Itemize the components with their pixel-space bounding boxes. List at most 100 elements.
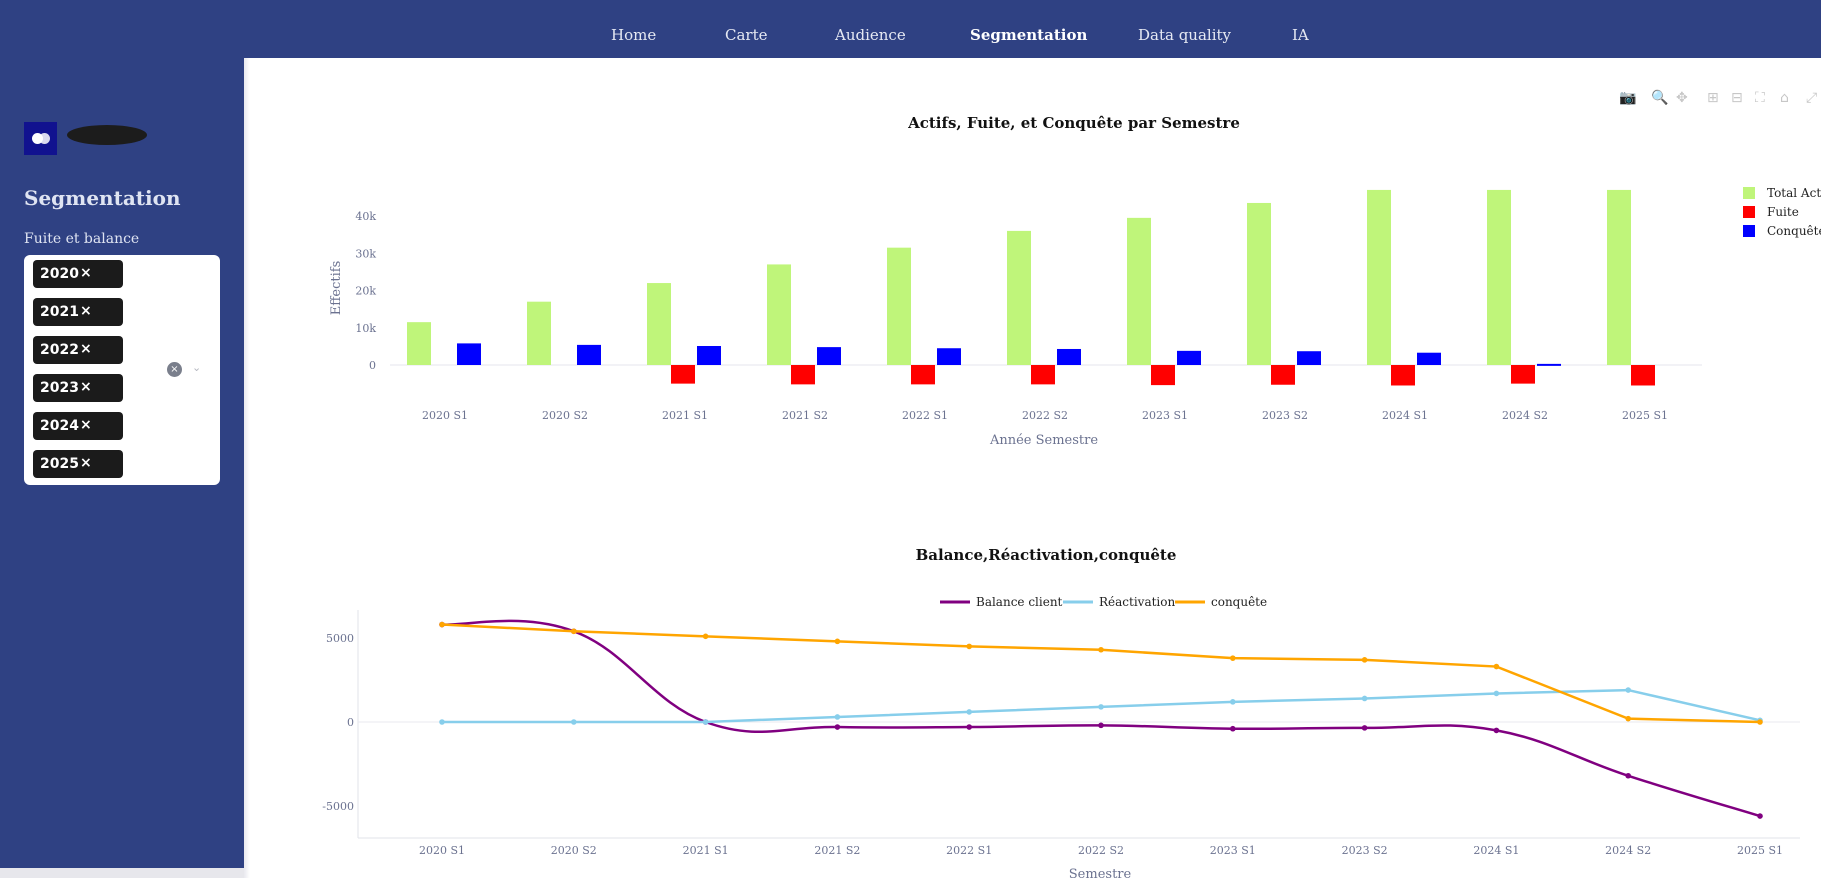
bar-total-actif (767, 264, 791, 365)
bar-total-actif (1367, 189, 1391, 365)
year-chip: 2022 × (33, 336, 123, 364)
bar-total-actif (527, 301, 551, 365)
nav-carte[interactable]: Carte (725, 26, 768, 44)
bar-fuite (911, 365, 935, 385)
reset-axes-icon[interactable]: ⌂ (1780, 90, 1789, 106)
data-point (834, 638, 841, 645)
y-tick-label: 30k (355, 247, 376, 260)
bar-total-actif (1607, 189, 1631, 365)
x-tick-label: 2023 S1 (1142, 409, 1188, 422)
legend-label: Fuite (1767, 205, 1799, 219)
year-multiselect[interactable]: 2020 × 2021 × 2022 × 2023 × 2024 × 2025 … (24, 255, 220, 485)
year-chip-label: 2021 (40, 304, 79, 320)
y-tick-label: 5000 (326, 632, 354, 645)
year-chip: 2024 × (33, 412, 123, 440)
zoom-out-icon[interactable]: ⊟ (1731, 90, 1743, 106)
chevron-down-icon[interactable]: ⌄ (192, 361, 202, 374)
data-point (1625, 715, 1631, 722)
data-point (1230, 655, 1236, 661)
data-point (834, 724, 841, 730)
bar-conqu-te (937, 348, 961, 365)
nav-home[interactable]: Home (611, 26, 657, 44)
autoscale-icon[interactable]: ⛶ (1755, 90, 1765, 106)
year-chip: 2025 × (33, 450, 123, 478)
clear-all-icon[interactable]: × (167, 362, 182, 377)
x-tick-label: 2023 S2 (1342, 844, 1388, 857)
x-tick-label: 2025 S1 (1737, 844, 1783, 857)
nav-audience[interactable]: Audience (835, 26, 906, 44)
window-bottom-strip (0, 868, 244, 878)
redacted-app-name (67, 125, 147, 145)
bar-conqu-te (1537, 363, 1561, 366)
year-chip-label: 2020 (40, 266, 79, 282)
bar-conqu-te (457, 343, 481, 365)
bar-conqu-te (1177, 350, 1201, 365)
data-point (1625, 772, 1631, 779)
data-point (1361, 725, 1368, 731)
legend-swatch (1743, 187, 1755, 199)
camera-icon[interactable]: 📷 (1619, 90, 1637, 106)
data-point (834, 714, 841, 720)
bar-conqu-te (817, 347, 841, 365)
nav-data-quality[interactable]: Data quality (1138, 26, 1232, 44)
data-point (1757, 813, 1763, 819)
x-tick-label: 2020 S1 (419, 844, 465, 857)
y-tick-label: 40k (355, 210, 376, 223)
data-point (1493, 663, 1500, 670)
pan-icon[interactable]: ✥ (1676, 90, 1688, 106)
bar-total-actif (1247, 202, 1271, 365)
data-point (966, 643, 972, 650)
bar-conqu-te (577, 344, 601, 365)
data-point (966, 709, 972, 715)
bar-total-actif (1007, 230, 1031, 365)
year-chip: 2023 × (33, 374, 123, 402)
year-chip: 2020 × (33, 260, 123, 288)
remove-chip-icon[interactable]: × (80, 417, 92, 433)
fullscreen-icon[interactable]: ⤢ (1806, 90, 1818, 106)
data-point (966, 724, 972, 730)
sidebar-title: Segmentation (24, 186, 181, 210)
x-tick-label: 2022 S2 (1022, 409, 1068, 422)
x-tick-label: 2022 S1 (946, 844, 992, 857)
year-chip: 2021 × (33, 298, 123, 326)
bar-conqu-te (1417, 352, 1441, 365)
data-point (439, 621, 445, 628)
legend-label: conquête (1211, 595, 1267, 609)
x-tick-label: 2021 S1 (683, 844, 729, 857)
x-tick-label: 2025 S1 (1622, 409, 1668, 422)
bar-total-actif (1487, 189, 1511, 365)
data-point (1098, 704, 1104, 710)
top-navigation: Home Carte Audience Segmentation Data qu… (244, 0, 1821, 58)
zoom-icon[interactable]: 🔍 (1651, 90, 1669, 106)
x-tick-label: 2021 S2 (814, 844, 860, 857)
year-chip-label: 2023 (40, 380, 79, 396)
y-tick-label: 0 (369, 359, 376, 372)
x-tick-label: 2021 S2 (782, 409, 828, 422)
bar-fuite (1271, 365, 1295, 385)
nav-segmentation[interactable]: Segmentation (970, 26, 1088, 44)
data-point (1361, 657, 1368, 663)
x-axis-label: Semestre (1069, 867, 1132, 878)
remove-chip-icon[interactable]: × (80, 379, 92, 395)
remove-chip-icon[interactable]: × (80, 455, 92, 471)
bar-conqu-te (697, 346, 721, 365)
bar-fuite (1151, 365, 1175, 386)
nav-ia[interactable]: IA (1292, 26, 1309, 44)
y-tick-label: -5000 (322, 800, 354, 813)
x-tick-label: 2021 S1 (662, 409, 708, 422)
y-tick-label: 20k (355, 285, 376, 298)
chart-title: Balance,Réactivation,conquête (916, 546, 1177, 564)
remove-chip-icon[interactable]: × (80, 341, 92, 357)
data-point (1361, 695, 1368, 702)
x-tick-label: 2023 S2 (1262, 409, 1308, 422)
bar-total-actif (887, 247, 911, 365)
remove-chip-icon[interactable]: × (80, 265, 92, 281)
data-point (439, 719, 445, 725)
x-tick-label: 2020 S1 (422, 409, 468, 422)
data-point (1757, 719, 1763, 725)
remove-chip-icon[interactable]: × (80, 303, 92, 319)
data-point (1230, 725, 1236, 732)
zoom-in-icon[interactable]: ⊞ (1707, 90, 1719, 106)
bar-total-actif (647, 283, 671, 365)
year-chip-label: 2022 (40, 342, 79, 358)
